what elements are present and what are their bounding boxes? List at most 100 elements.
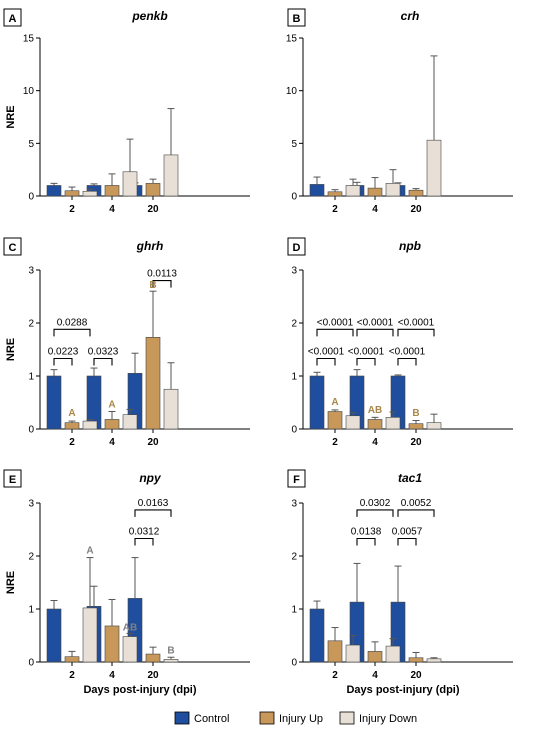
p-value-label: 0.0057 bbox=[392, 527, 423, 538]
bar-injury-up bbox=[64, 422, 80, 430]
group-letter: B bbox=[412, 408, 419, 419]
p-value-label: 0.0312 bbox=[129, 527, 160, 538]
y-tick-label: 1 bbox=[28, 605, 34, 616]
legend: Control Injury Up Injury Down bbox=[174, 711, 417, 725]
y-tick-label: 3 bbox=[28, 499, 34, 510]
p-value-label: 0.0288 bbox=[57, 317, 88, 328]
bar-injury-up bbox=[367, 651, 383, 663]
x-tick-label: 2 bbox=[332, 437, 338, 448]
p-value-label: <0.0001 bbox=[389, 347, 426, 358]
bar-injury-down bbox=[426, 139, 442, 197]
p-value-label: <0.0001 bbox=[357, 317, 394, 328]
x-tick-label: 20 bbox=[410, 670, 422, 681]
y-axis-label: NRE bbox=[5, 105, 17, 128]
bar-injury-down bbox=[426, 658, 442, 663]
y-tick-label: 5 bbox=[291, 139, 297, 150]
bar-control bbox=[309, 375, 325, 430]
x-tick-label: 20 bbox=[147, 670, 159, 681]
panel-label-box bbox=[3, 8, 22, 27]
significance-bracket bbox=[134, 537, 154, 546]
bar-control bbox=[46, 608, 62, 663]
group-letter: B bbox=[149, 280, 156, 291]
bar-injury-up bbox=[104, 185, 120, 197]
bar-injury-down bbox=[385, 645, 401, 663]
bar-injury-down bbox=[82, 420, 98, 430]
y-tick-label: 10 bbox=[23, 86, 35, 97]
bar-injury-up bbox=[145, 183, 161, 197]
significance-bracket bbox=[397, 357, 417, 366]
p-value-label: 0.0302 bbox=[360, 498, 391, 509]
bar-control bbox=[46, 375, 62, 430]
significance-bracket bbox=[53, 357, 73, 366]
y-axis-label: NRE bbox=[5, 571, 17, 594]
y-tick-label: 2 bbox=[28, 552, 34, 563]
bar-injury-down bbox=[163, 154, 179, 197]
bar-injury-up bbox=[367, 187, 383, 197]
significance-bracket bbox=[397, 537, 417, 546]
p-value-label: 0.0163 bbox=[138, 498, 169, 509]
group-letter: A bbox=[68, 408, 75, 419]
p-value-label: 0.0323 bbox=[88, 347, 119, 358]
p-value-label: 0.0138 bbox=[351, 527, 382, 538]
y-tick-label: 2 bbox=[291, 552, 297, 563]
panel-label-box bbox=[287, 469, 306, 488]
legend-label-injury-down: Injury Down bbox=[359, 713, 417, 725]
panel-label-box bbox=[3, 469, 22, 488]
p-value-label: 0.0223 bbox=[48, 347, 79, 358]
x-tick-label: 2 bbox=[69, 670, 75, 681]
bar-injury-up bbox=[64, 190, 80, 197]
panel-label: D bbox=[293, 242, 301, 254]
x-axis-label: Days post-injury (dpi) bbox=[346, 684, 459, 696]
p-value-label: 0.0113 bbox=[147, 269, 177, 280]
panel-title: crh bbox=[401, 9, 420, 23]
x-tick-label: 4 bbox=[109, 670, 115, 681]
x-axis-label: Days post-injury (dpi) bbox=[83, 684, 196, 696]
group-letter: AB bbox=[368, 405, 382, 416]
bar-injury-down bbox=[385, 183, 401, 197]
bar-injury-down bbox=[82, 607, 98, 663]
group-letter: A bbox=[331, 397, 338, 408]
x-tick-label: 20 bbox=[147, 437, 159, 448]
x-tick-label: 2 bbox=[69, 437, 75, 448]
significance-bracket bbox=[397, 509, 435, 517]
legend-swatch-injury-down bbox=[339, 711, 355, 725]
panel-title: tac1 bbox=[398, 471, 422, 485]
p-value-label: <0.0001 bbox=[348, 347, 385, 358]
legend-label-injury-up: Injury Up bbox=[279, 713, 323, 725]
y-tick-label: 1 bbox=[291, 605, 297, 616]
y-tick-label: 10 bbox=[286, 86, 298, 97]
bar-injury-up bbox=[408, 657, 424, 663]
significance-bracket bbox=[134, 509, 172, 517]
legend-label-control: Control bbox=[194, 713, 229, 725]
bar-injury-up bbox=[104, 625, 120, 663]
x-tick-label: 4 bbox=[372, 437, 378, 448]
x-tick-label: 20 bbox=[147, 204, 159, 215]
bar-injury-up bbox=[327, 191, 343, 197]
panel-label: A bbox=[9, 13, 17, 25]
y-tick-label: 0 bbox=[28, 658, 34, 669]
y-tick-label: 3 bbox=[291, 266, 297, 277]
y-tick-label: 0 bbox=[291, 425, 297, 436]
bar-control bbox=[309, 608, 325, 663]
panel-title: penkb bbox=[131, 9, 167, 23]
bar-injury-down bbox=[163, 388, 179, 430]
bar-injury-up bbox=[64, 656, 80, 663]
p-value-label: <0.0001 bbox=[317, 317, 354, 328]
group-letter: B bbox=[167, 646, 174, 657]
significance-bracket bbox=[152, 280, 172, 288]
y-tick-label: 2 bbox=[28, 319, 34, 330]
group-letter: A bbox=[108, 399, 115, 410]
y-tick-label: 1 bbox=[28, 372, 34, 383]
panel-label-box bbox=[3, 237, 22, 256]
significance-bracket bbox=[356, 328, 394, 337]
group-letter: A bbox=[86, 545, 93, 556]
significance-bracket bbox=[93, 357, 113, 366]
bar-injury-down bbox=[122, 636, 138, 663]
bar-control bbox=[46, 185, 62, 197]
y-tick-label: 2 bbox=[291, 319, 297, 330]
bar-injury-down bbox=[345, 415, 361, 430]
x-tick-label: 4 bbox=[109, 204, 115, 215]
